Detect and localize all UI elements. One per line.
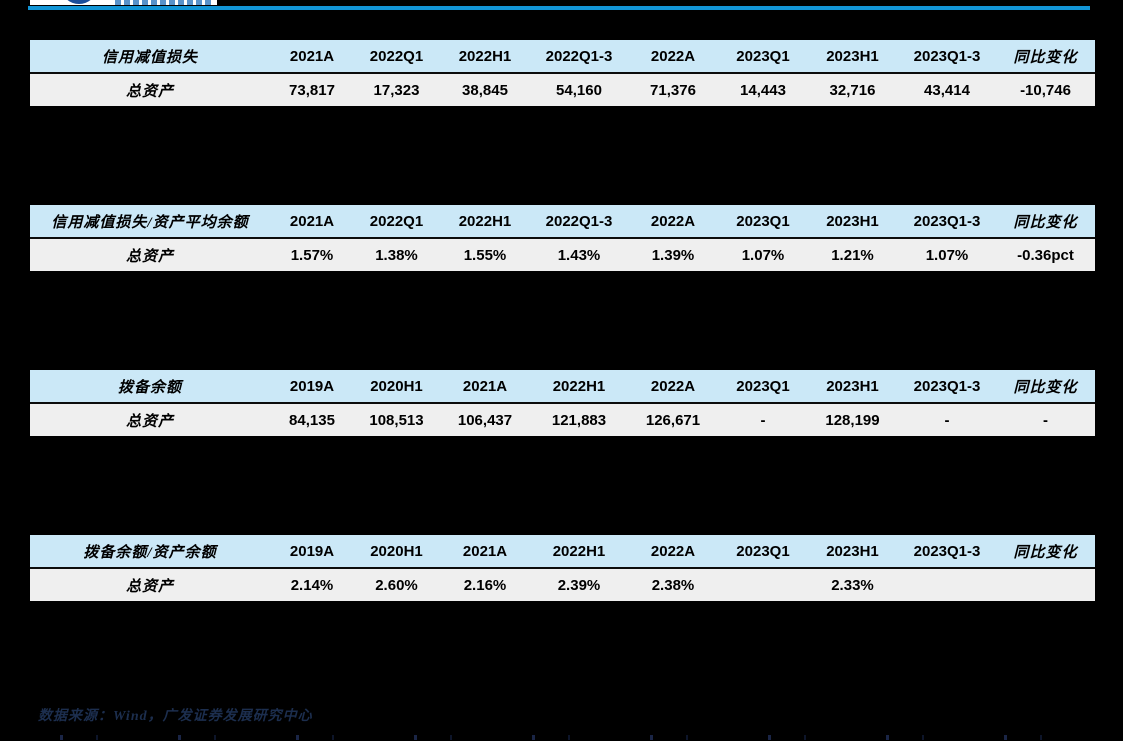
value-cell: 1.38%	[375, 246, 418, 264]
column-header: 2021A	[289, 47, 335, 65]
table-caption-cell: 信用减值损失	[101, 49, 198, 66]
value-cell: 43,414	[924, 81, 970, 99]
clipped-next-line-remnant	[34, 735, 1090, 740]
value-cell	[719, 568, 807, 601]
table-caption-cell: 拨备余额/资产余额	[83, 544, 217, 561]
column-header: 2022Q1-3	[545, 212, 613, 230]
column-header: 2022H1	[552, 377, 606, 395]
table-caption-cell: 拨备余额	[117, 379, 182, 396]
table-caption-cell: 信用减值损失/资产平均余额	[51, 214, 249, 231]
column-header: 2021A	[289, 212, 335, 230]
value-cell: -	[760, 411, 766, 429]
column-header: 2021A	[462, 377, 508, 395]
column-header: 2022H1	[458, 212, 512, 230]
value-cell: 2.60%	[375, 576, 418, 594]
value-cell: 2.38%	[651, 576, 695, 594]
value-cell: -0.36pct	[1017, 246, 1074, 264]
table-header-row: 信用减值损失 2021A 2022Q1 2022H1 2022Q1-3 2022…	[30, 40, 1095, 73]
column-header: 2023H1	[826, 542, 879, 560]
table-row: 总资产 73,817 17,323 38,845 54,160 71,376 1…	[30, 73, 1095, 106]
value-cell: 17,323	[373, 81, 420, 99]
table-credit-impairment-loss: 信用减值损失 2021A 2022Q1 2022H1 2022Q1-3 2022…	[30, 40, 1095, 106]
row-label-total-assets: 总资产	[125, 248, 174, 265]
table-header-row: 信用减值损失/资产平均余额 2021A 2022Q1 2022H1 2022Q1…	[30, 205, 1095, 238]
logo-globe-icon	[62, 0, 96, 4]
table-header-row: 拨备余额 2019A 2020H1 2021A 2022H1 2022A 202…	[30, 370, 1095, 403]
value-cell: 2.39%	[557, 576, 601, 594]
value-cell: 54,160	[556, 81, 602, 99]
value-cell: -10,746	[1020, 81, 1071, 99]
table-row: 总资产 84,135 108,513 106,437 121,883 126,6…	[30, 403, 1095, 436]
value-cell: 84,135	[289, 411, 335, 429]
value-cell: -	[944, 411, 950, 429]
value-cell: 73,817	[289, 81, 335, 99]
value-cell: 1.57%	[290, 246, 334, 264]
row-label-total-assets: 总资产	[125, 413, 174, 430]
column-header: 2022Q1-3	[545, 47, 613, 65]
column-header: 2021A	[462, 542, 508, 560]
row-label-total-assets: 总资产	[125, 83, 174, 100]
row-label-total-assets: 总资产	[125, 578, 174, 595]
data-source-note: 数据来源：Wind，广发证券发展研究中心	[38, 709, 313, 724]
column-header: 2022Q1	[369, 47, 424, 65]
column-header-yoy-change: 同比变化	[1013, 49, 1078, 66]
value-cell: 71,376	[650, 81, 696, 99]
value-cell	[996, 568, 1095, 601]
column-header: 2022A	[650, 47, 696, 65]
value-cell: 1.21%	[831, 246, 874, 264]
value-cell: 2.33%	[831, 576, 874, 594]
column-header: 2023H1	[826, 377, 879, 395]
column-header: 2023H1	[826, 212, 879, 230]
value-cell: 14,443	[740, 81, 786, 99]
header-divider-rule	[28, 6, 1090, 10]
column-header: 2023Q1-3	[913, 377, 981, 395]
column-header: 2022A	[650, 377, 696, 395]
column-header: 2023Q1-3	[913, 542, 981, 560]
value-cell: 1.07%	[741, 246, 785, 264]
column-header: 2022A	[650, 212, 696, 230]
value-cell	[898, 568, 996, 601]
column-header: 2023Q1	[736, 542, 790, 560]
value-cell: -	[1043, 411, 1048, 429]
value-cell: 126,671	[645, 411, 701, 429]
table-credit-impairment-ratio: 信用减值损失/资产平均余额 2021A 2022Q1 2022H1 2022Q1…	[30, 205, 1095, 271]
column-header: 2022H1	[552, 542, 606, 560]
value-cell: 106,437	[457, 411, 513, 429]
column-header: 2019A	[289, 377, 335, 395]
column-header-yoy-change: 同比变化	[1013, 214, 1078, 231]
column-header-yoy-change: 同比变化	[1013, 379, 1078, 396]
value-cell: 1.55%	[463, 246, 507, 264]
value-cell: 38,845	[462, 81, 508, 99]
column-header: 2023Q1-3	[913, 47, 981, 65]
table-provision-balance: 拨备余额 2019A 2020H1 2021A 2022H1 2022A 202…	[30, 370, 1095, 436]
column-header: 2022Q1	[369, 212, 424, 230]
logo-wordmark-fragment	[115, 0, 213, 5]
column-header: 2023Q1-3	[913, 212, 981, 230]
column-header: 2023Q1	[736, 377, 790, 395]
column-header: 2023Q1	[736, 47, 790, 65]
value-cell: 1.39%	[651, 246, 695, 264]
gf-securities-logo-clipped	[30, 0, 217, 5]
value-cell: 2.14%	[290, 576, 334, 594]
column-header: 2020H1	[370, 542, 423, 560]
column-header: 2022H1	[458, 47, 512, 65]
column-header: 2023Q1	[736, 212, 790, 230]
value-cell: 128,199	[825, 411, 880, 429]
value-cell: 121,883	[551, 411, 607, 429]
column-header: 2022A	[650, 542, 696, 560]
table-provision-ratio: 拨备余额/资产余额 2019A 2020H1 2021A 2022H1 2022…	[30, 535, 1095, 601]
table-header-row: 拨备余额/资产余额 2019A 2020H1 2021A 2022H1 2022…	[30, 535, 1095, 568]
column-header: 2020H1	[370, 377, 423, 395]
value-cell: 2.16%	[463, 576, 507, 594]
table-row: 总资产 1.57% 1.38% 1.55% 1.43% 1.39% 1.07% …	[30, 238, 1095, 271]
value-cell: 1.07%	[925, 246, 969, 264]
column-header: 2019A	[289, 542, 335, 560]
table-row: 总资产 2.14% 2.60% 2.16% 2.39% 2.38% 2.33%	[30, 568, 1095, 601]
value-cell: 1.43%	[557, 246, 601, 264]
value-cell: 108,513	[369, 411, 424, 429]
column-header: 2023H1	[826, 47, 879, 65]
value-cell: 32,716	[829, 81, 876, 99]
column-header-yoy-change: 同比变化	[1013, 544, 1078, 561]
